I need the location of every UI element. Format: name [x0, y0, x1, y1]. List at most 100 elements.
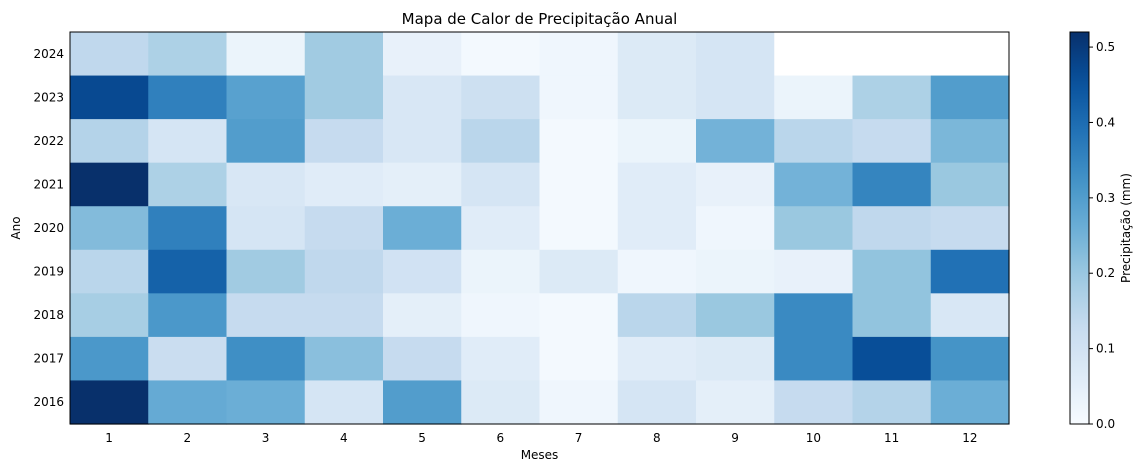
- heatmap-cell: [930, 293, 1010, 338]
- heatmap-cell: [383, 336, 462, 382]
- heatmap-cell: [304, 75, 384, 120]
- x-tick-label: 6: [497, 431, 505, 445]
- heatmap-cell: [852, 119, 932, 164]
- heatmap-cell: [70, 32, 149, 77]
- heatmap-cell: [70, 206, 149, 251]
- heatmap-cell: [930, 380, 1010, 425]
- x-tick-label: 10: [806, 431, 821, 445]
- heatmap-cell: [461, 293, 541, 338]
- y-tick-label: 2024: [33, 47, 64, 61]
- heatmap-cell: [696, 249, 775, 294]
- heatmap-cell: [617, 293, 697, 338]
- heatmap-cell: [696, 336, 775, 382]
- heatmap-cell: [70, 293, 149, 338]
- y-tick-label: 2023: [33, 90, 64, 104]
- colorbar-tick-label: 0.4: [1096, 115, 1115, 129]
- heatmap-cell: [226, 293, 306, 338]
- x-tick-label: 12: [962, 431, 977, 445]
- heatmap-cell: [226, 119, 306, 164]
- y-tick-label: 2016: [33, 395, 64, 409]
- heatmap-cell: [70, 162, 149, 207]
- heatmap-cells: [70, 32, 1010, 425]
- heatmap-cell: [539, 162, 619, 207]
- heatmap-cell: [696, 380, 775, 425]
- heatmap-cell: [696, 119, 775, 164]
- heatmap-cell: [304, 32, 384, 77]
- heatmap-cell: [383, 162, 462, 207]
- y-tick-label: 2018: [33, 308, 64, 322]
- heatmap-cell: [304, 162, 384, 207]
- x-axis-ticks: 1 2 3 4 5 6 7 8 9 10 11 12: [105, 431, 977, 445]
- heatmap-cell: [70, 249, 149, 294]
- heatmap-cell: [461, 206, 541, 251]
- heatmap-cell: [383, 75, 462, 120]
- heatmap-cell: [70, 119, 149, 164]
- heatmap-cell: [304, 293, 384, 338]
- heatmap-cell: [383, 293, 462, 338]
- heatmap-cell: [539, 249, 619, 294]
- heatmap-cell: [696, 162, 775, 207]
- y-tick-label: 2020: [33, 221, 64, 235]
- heatmap-cell: [696, 293, 775, 338]
- heatmap-cell: [774, 293, 854, 338]
- heatmap-cell: [852, 293, 932, 338]
- heatmap-cell: [226, 75, 306, 120]
- heatmap-cell: [304, 336, 384, 382]
- heatmap-cell: [226, 206, 306, 251]
- heatmap-cell: [617, 249, 697, 294]
- heatmap-cell: [774, 119, 854, 164]
- x-tick-label: 8: [653, 431, 661, 445]
- x-tick-label: 7: [575, 431, 583, 445]
- heatmap-cell: [852, 249, 932, 294]
- heatmap-cell: [70, 336, 149, 382]
- heatmap-cell: [696, 75, 775, 120]
- y-tick-label: 2022: [33, 134, 64, 148]
- heatmap-cell: [617, 336, 697, 382]
- heatmap-cell: [304, 206, 384, 251]
- heatmap-cell: [617, 380, 697, 425]
- colorbar-tick-label: 0.1: [1096, 342, 1115, 356]
- heatmap-cell: [930, 249, 1010, 294]
- colorbar-tick-label: 0.0: [1096, 417, 1115, 431]
- colorbar-label: Precipitação (mm): [1119, 173, 1133, 283]
- heatmap-cell: [226, 380, 306, 425]
- heatmap-cell: [696, 206, 775, 251]
- colorbar-tick-label: 0.5: [1096, 40, 1115, 54]
- chart-title: Mapa de Calor de Precipitação Anual: [402, 10, 678, 28]
- heatmap-cell: [383, 249, 462, 294]
- x-tick-label: 9: [731, 431, 739, 445]
- heatmap-cell: [852, 206, 932, 251]
- heatmap-cell: [461, 380, 541, 425]
- heatmap-cell: [148, 206, 228, 251]
- colorbar: [1069, 31, 1090, 425]
- x-tick-label: 5: [418, 431, 426, 445]
- heatmap-cell: [539, 206, 619, 251]
- plot-frame: [69, 31, 1010, 425]
- heatmap-cell: [617, 162, 697, 207]
- heatmap-cell: [226, 336, 306, 382]
- heatmap-cell: [226, 162, 306, 207]
- heatmap-cell: [304, 249, 384, 294]
- heatmap-cell: [226, 249, 306, 294]
- heatmap-cell: [617, 32, 697, 77]
- heatmap-cell: [539, 380, 619, 425]
- heatmap-cell: [930, 206, 1010, 251]
- heatmap-cell: [539, 32, 619, 77]
- heatmap-cell: [617, 119, 697, 164]
- heatmap-cell: [461, 32, 541, 77]
- heatmap-cell: [148, 380, 228, 425]
- heatmap-cell: [148, 119, 228, 164]
- heatmap-cell: [304, 119, 384, 164]
- heatmap-cell: [383, 119, 462, 164]
- heatmap-cell: [774, 32, 854, 77]
- heatmap-cell: [539, 336, 619, 382]
- heatmap-cell: [930, 32, 1010, 77]
- x-tick-label: 11: [884, 431, 899, 445]
- heatmap-cell: [852, 162, 932, 207]
- heatmap-cell: [696, 32, 775, 77]
- heatmap-cell: [539, 75, 619, 120]
- heatmap-cell: [774, 336, 854, 382]
- heatmap-cell: [383, 380, 462, 425]
- heatmap-cell: [852, 336, 932, 382]
- heatmap-cell: [774, 206, 854, 251]
